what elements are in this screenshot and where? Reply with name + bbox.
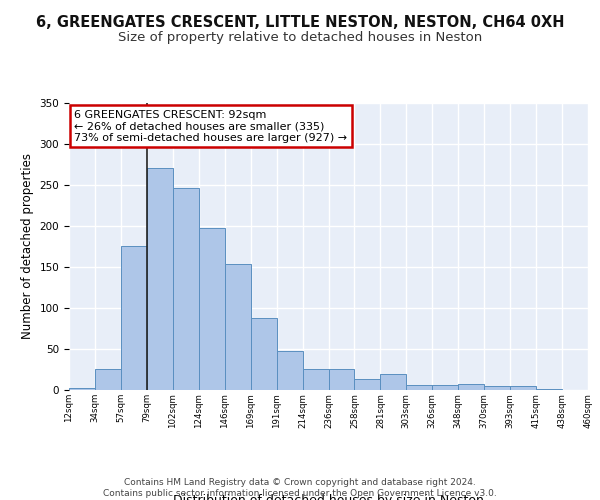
- Bar: [95, 370, 121, 390]
- Text: Size of property relative to detached houses in Neston: Size of property relative to detached ho…: [118, 31, 482, 44]
- Bar: [510, 386, 536, 390]
- Bar: [147, 168, 173, 390]
- Bar: [302, 370, 329, 390]
- Bar: [355, 380, 380, 390]
- Bar: [69, 388, 95, 390]
- Bar: [380, 374, 406, 390]
- Bar: [251, 318, 277, 390]
- X-axis label: Distribution of detached houses by size in Neston: Distribution of detached houses by size …: [173, 494, 484, 500]
- Bar: [121, 246, 147, 390]
- Bar: [433, 385, 458, 390]
- Bar: [484, 386, 510, 390]
- Bar: [225, 264, 251, 390]
- Bar: [277, 352, 302, 390]
- Bar: [199, 228, 224, 390]
- Bar: [173, 188, 199, 390]
- Bar: [536, 389, 562, 390]
- Bar: [329, 370, 355, 390]
- Text: 6, GREENGATES CRESCENT, LITTLE NESTON, NESTON, CH64 0XH: 6, GREENGATES CRESCENT, LITTLE NESTON, N…: [36, 15, 564, 30]
- Bar: [458, 384, 484, 390]
- Text: Contains HM Land Registry data © Crown copyright and database right 2024.
Contai: Contains HM Land Registry data © Crown c…: [103, 478, 497, 498]
- Text: 6 GREENGATES CRESCENT: 92sqm
← 26% of detached houses are smaller (335)
73% of s: 6 GREENGATES CRESCENT: 92sqm ← 26% of de…: [74, 110, 347, 143]
- Y-axis label: Number of detached properties: Number of detached properties: [21, 153, 34, 340]
- Bar: [406, 385, 432, 390]
